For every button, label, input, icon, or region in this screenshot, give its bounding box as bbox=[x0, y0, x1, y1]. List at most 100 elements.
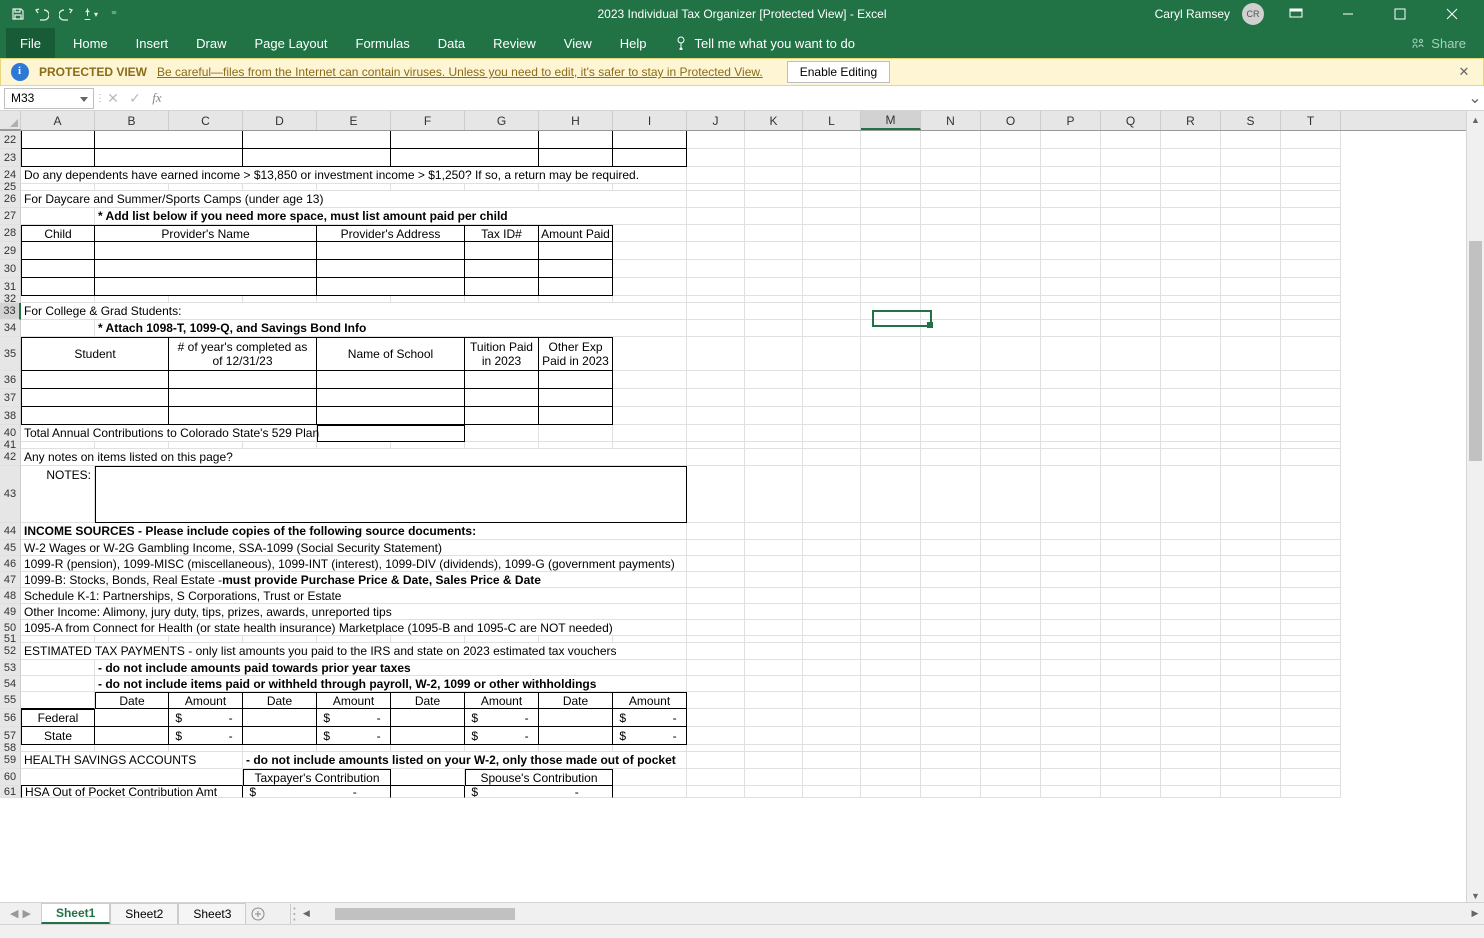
cell[interactable]: ESTIMATED TAX PAYMENTS - only list amoun… bbox=[21, 643, 687, 660]
cell[interactable] bbox=[803, 191, 861, 208]
fx-icon[interactable]: fx bbox=[146, 88, 168, 108]
cell[interactable] bbox=[745, 745, 803, 752]
cell[interactable] bbox=[1281, 131, 1341, 149]
cell[interactable] bbox=[861, 769, 921, 786]
cell[interactable] bbox=[21, 371, 169, 389]
cell[interactable] bbox=[687, 242, 745, 260]
cell[interactable] bbox=[613, 149, 687, 167]
row-header-23[interactable]: 23 bbox=[0, 149, 21, 167]
cell[interactable] bbox=[613, 745, 687, 752]
cell[interactable] bbox=[745, 191, 803, 208]
cell[interactable] bbox=[1101, 466, 1161, 523]
cell[interactable] bbox=[981, 572, 1041, 588]
row-header-37[interactable]: 37 bbox=[0, 389, 21, 407]
cell[interactable] bbox=[687, 769, 745, 786]
cell[interactable] bbox=[1281, 588, 1341, 604]
cell[interactable] bbox=[1041, 572, 1101, 588]
cell[interactable]: $ - bbox=[613, 709, 687, 727]
cell[interactable] bbox=[687, 745, 745, 752]
cell[interactable] bbox=[861, 407, 921, 425]
cell[interactable] bbox=[687, 727, 745, 745]
cell[interactable] bbox=[613, 389, 687, 407]
cell[interactable] bbox=[687, 260, 745, 278]
cell[interactable] bbox=[745, 769, 803, 786]
cell[interactable] bbox=[1041, 389, 1101, 407]
cell[interactable] bbox=[1161, 389, 1221, 407]
tell-me-search[interactable]: Tell me what you want to do bbox=[675, 28, 855, 58]
cell[interactable] bbox=[1041, 636, 1101, 643]
cell[interactable] bbox=[95, 442, 169, 449]
cell[interactable] bbox=[1101, 745, 1161, 752]
cell[interactable] bbox=[465, 389, 539, 407]
col-header-I[interactable]: I bbox=[613, 111, 687, 130]
cell[interactable] bbox=[861, 389, 921, 407]
cell[interactable]: * Add list below if you need more space,… bbox=[95, 208, 687, 225]
cell[interactable]: Other Income: Alimony, jury duty, tips, … bbox=[21, 604, 687, 620]
cell[interactable]: - do not include items paid or withheld … bbox=[95, 676, 687, 692]
cell[interactable] bbox=[613, 371, 687, 389]
cell[interactable] bbox=[745, 371, 803, 389]
ribbon-tab-insert[interactable]: Insert bbox=[122, 28, 183, 58]
cell[interactable] bbox=[861, 466, 921, 523]
cell[interactable] bbox=[861, 540, 921, 556]
col-header-C[interactable]: C bbox=[169, 111, 243, 130]
cell[interactable] bbox=[539, 442, 613, 449]
cell[interactable] bbox=[745, 337, 803, 371]
cell[interactable] bbox=[539, 371, 613, 389]
cell[interactable] bbox=[317, 371, 465, 389]
row-header-36[interactable]: 36 bbox=[0, 371, 21, 389]
col-header-M[interactable]: M bbox=[861, 111, 921, 130]
col-header-H[interactable]: H bbox=[539, 111, 613, 130]
cell[interactable] bbox=[243, 727, 317, 745]
cell[interactable] bbox=[687, 588, 745, 604]
cell[interactable] bbox=[921, 449, 981, 466]
cell[interactable] bbox=[687, 278, 745, 296]
cell[interactable] bbox=[687, 131, 745, 149]
cell[interactable] bbox=[745, 727, 803, 745]
cell[interactable]: Date bbox=[391, 692, 465, 709]
cell[interactable] bbox=[1101, 588, 1161, 604]
cell[interactable] bbox=[539, 425, 613, 442]
cell[interactable] bbox=[1041, 727, 1101, 745]
cell[interactable] bbox=[921, 303, 981, 320]
cell[interactable] bbox=[169, 407, 317, 425]
cell[interactable] bbox=[1041, 676, 1101, 692]
cell[interactable] bbox=[1221, 242, 1281, 260]
cell[interactable] bbox=[539, 278, 613, 296]
cell[interactable] bbox=[1041, 371, 1101, 389]
user-avatar[interactable]: CR bbox=[1242, 3, 1264, 25]
cell[interactable] bbox=[981, 149, 1041, 167]
expand-formula-bar-icon[interactable]: ⌄ bbox=[1466, 88, 1484, 108]
sheet-tab-sheet2[interactable]: Sheet2 bbox=[110, 903, 178, 924]
cell[interactable] bbox=[1041, 660, 1101, 676]
cell[interactable] bbox=[1281, 184, 1341, 191]
cell[interactable] bbox=[803, 786, 861, 798]
cell[interactable] bbox=[1101, 225, 1161, 242]
cell[interactable] bbox=[21, 260, 95, 278]
cell[interactable] bbox=[745, 660, 803, 676]
cell[interactable] bbox=[21, 407, 169, 425]
cell[interactable] bbox=[1161, 676, 1221, 692]
cell[interactable] bbox=[21, 745, 95, 752]
cell[interactable] bbox=[1281, 466, 1341, 523]
cell[interactable] bbox=[981, 660, 1041, 676]
cell[interactable] bbox=[861, 184, 921, 191]
cell[interactable] bbox=[1161, 745, 1221, 752]
cell[interactable] bbox=[1221, 260, 1281, 278]
cell[interactable] bbox=[1221, 371, 1281, 389]
cell[interactable] bbox=[803, 442, 861, 449]
cell[interactable] bbox=[921, 296, 981, 303]
cell[interactable] bbox=[803, 167, 861, 184]
cell[interactable] bbox=[1281, 208, 1341, 225]
cell[interactable] bbox=[1101, 540, 1161, 556]
cell[interactable] bbox=[921, 727, 981, 745]
undo-icon[interactable] bbox=[34, 6, 50, 22]
cell[interactable] bbox=[981, 556, 1041, 572]
cell[interactable] bbox=[1161, 208, 1221, 225]
cell[interactable]: State bbox=[21, 727, 95, 745]
cell[interactable] bbox=[1101, 167, 1161, 184]
cell[interactable] bbox=[1041, 620, 1101, 636]
row-header-55[interactable]: 55 bbox=[0, 692, 21, 709]
col-header-O[interactable]: O bbox=[981, 111, 1041, 130]
cell[interactable] bbox=[861, 425, 921, 442]
